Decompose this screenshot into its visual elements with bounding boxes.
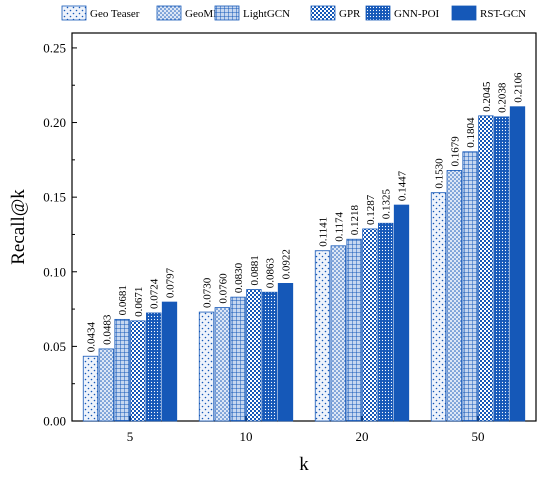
legend-entry: GNN-POI [394, 8, 440, 20]
data-label: 0.2038 [497, 82, 509, 113]
bar-geomf-k20 [330, 245, 346, 422]
bar-geo-teaser-k50 [430, 192, 447, 422]
plot-frame [71, 32, 537, 422]
bar-geo-teaser-k5 [82, 355, 99, 422]
legend-swatch [61, 5, 87, 21]
legend: Geo Teaser GeoMF LightGCN GPR GNN-POI RST-GCN [61, 5, 526, 21]
legend-swatch [310, 5, 336, 21]
data-label: 0.1447 [397, 170, 409, 201]
data-label: 0.0922 [281, 249, 293, 279]
data-label: 0.0881 [249, 255, 261, 285]
data-label: 0.1287 [365, 194, 377, 225]
bar-gnn-poi-k10 [262, 291, 278, 422]
y-tick-label: 0.20 [43, 115, 66, 130]
data-label: 0.2045 [481, 81, 493, 112]
bar-gpr-k50 [478, 115, 494, 422]
bar-geomf-k50 [446, 170, 462, 422]
bar-gnn-poi-k50 [494, 116, 510, 422]
data-label: 0.1174 [333, 211, 345, 241]
y-axis-title: Recall@k [8, 189, 29, 265]
bar-lightgcn-k50 [462, 151, 478, 422]
legend-swatch [156, 5, 182, 21]
data-label: 0.0681 [117, 285, 129, 315]
bar-rst-gcn-k10 [277, 283, 294, 422]
data-label: 0.1325 [381, 189, 393, 220]
data-label: 0.0760 [217, 273, 229, 304]
legend-entry: LightGCN [243, 8, 290, 20]
bar-geomf-k5 [98, 348, 114, 422]
bar-gpr-k10 [246, 289, 262, 422]
data-label: 0.0434 [86, 321, 98, 352]
plot-area: 0.00 0.05 0.10 0.15 0.20 0.25 Recall@k k 5 0.0434… [8, 32, 537, 475]
x-tick-label: 20 [356, 429, 369, 444]
data-label: 0.0730 [202, 277, 214, 308]
data-label: 0.0863 [265, 257, 277, 288]
data-label: 0.0797 [165, 267, 177, 298]
bar-rst-gcn-k50 [509, 106, 526, 422]
bar-lightgcn-k5 [114, 318, 130, 422]
bar-geo-teaser-k10 [198, 311, 215, 422]
x-axis-title: k [299, 454, 309, 475]
bar-gnn-poi-k20 [378, 222, 394, 422]
y-tick-label: 0.00 [43, 414, 66, 429]
bar-gnn-poi-k5 [146, 312, 162, 422]
legend-entry: GPR [339, 8, 361, 20]
x-tick-label: 5 [127, 429, 134, 444]
data-label: 0.1141 [318, 217, 330, 247]
data-label: 0.1679 [449, 136, 461, 167]
data-label: 0.0830 [233, 262, 245, 293]
legend-entry: RST-GCN [480, 8, 526, 20]
bar-geomf-k10 [214, 307, 230, 422]
bar-rst-gcn-k5 [161, 301, 178, 422]
legend-entry: GeoMF [185, 8, 219, 20]
data-label: 0.2106 [513, 72, 525, 103]
legend-swatch [365, 5, 391, 21]
data-label: 0.1804 [465, 117, 477, 148]
bar-lightgcn-k10 [230, 296, 246, 422]
data-label: 0.0671 [133, 287, 145, 317]
legend-swatch [451, 5, 477, 21]
data-label: 0.1530 [434, 158, 446, 189]
y-tick-label: 0.05 [43, 339, 66, 354]
bar-gpr-k5 [130, 320, 146, 422]
data-label: 0.0724 [149, 278, 161, 309]
legend-entry: Geo Teaser [90, 8, 140, 20]
bar-rst-gcn-k20 [393, 204, 410, 422]
bar-gpr-k20 [362, 228, 378, 422]
legend-swatch [214, 5, 240, 21]
y-tick-label: 0.10 [43, 264, 66, 279]
bar-lightgcn-k20 [346, 238, 362, 422]
y-tick-label: 0.25 [43, 40, 66, 55]
data-label: 0.1218 [349, 204, 361, 235]
bar-geo-teaser-k20 [314, 250, 331, 422]
x-tick-label: 50 [472, 429, 485, 444]
x-tick-label: 10 [240, 429, 253, 444]
y-tick-label: 0.15 [43, 190, 66, 205]
data-label: 0.0483 [101, 314, 113, 345]
